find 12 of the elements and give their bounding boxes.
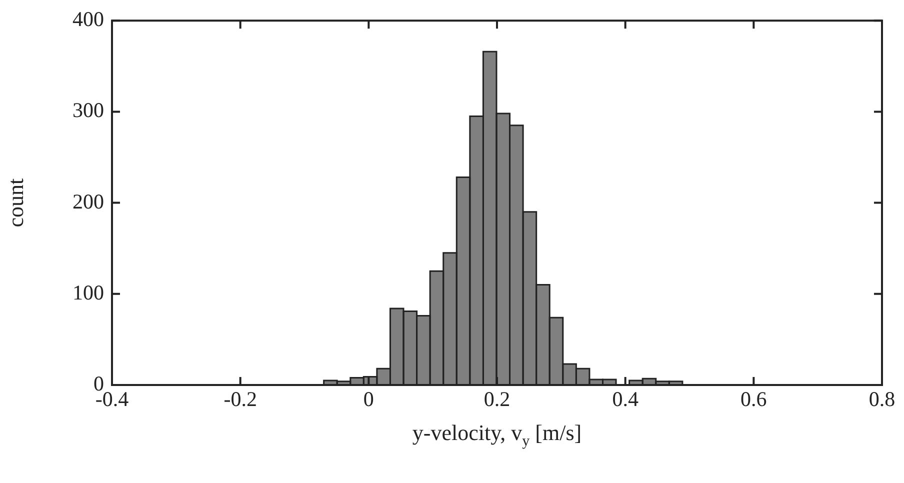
y-tick-label: 400 (72, 7, 104, 32)
x-tick-label: 0.2 (484, 387, 510, 412)
y-tick-label: 100 (72, 280, 104, 304)
x-tick-label: 0.4 (612, 387, 639, 412)
x-tick-label: 0 (363, 387, 374, 412)
y-tick-label: 200 (72, 189, 104, 214)
x-tick-label: -0.2 (224, 387, 257, 412)
y-tick-label: 300 (72, 98, 104, 122)
x-tick-label: 0.6 (740, 387, 767, 412)
y-axis-title: count (2, 178, 28, 228)
x-tick-label: 0.8 (868, 387, 896, 412)
x-axis-title: y-velocity, v$_{y}$ [m/s] (411, 420, 583, 450)
